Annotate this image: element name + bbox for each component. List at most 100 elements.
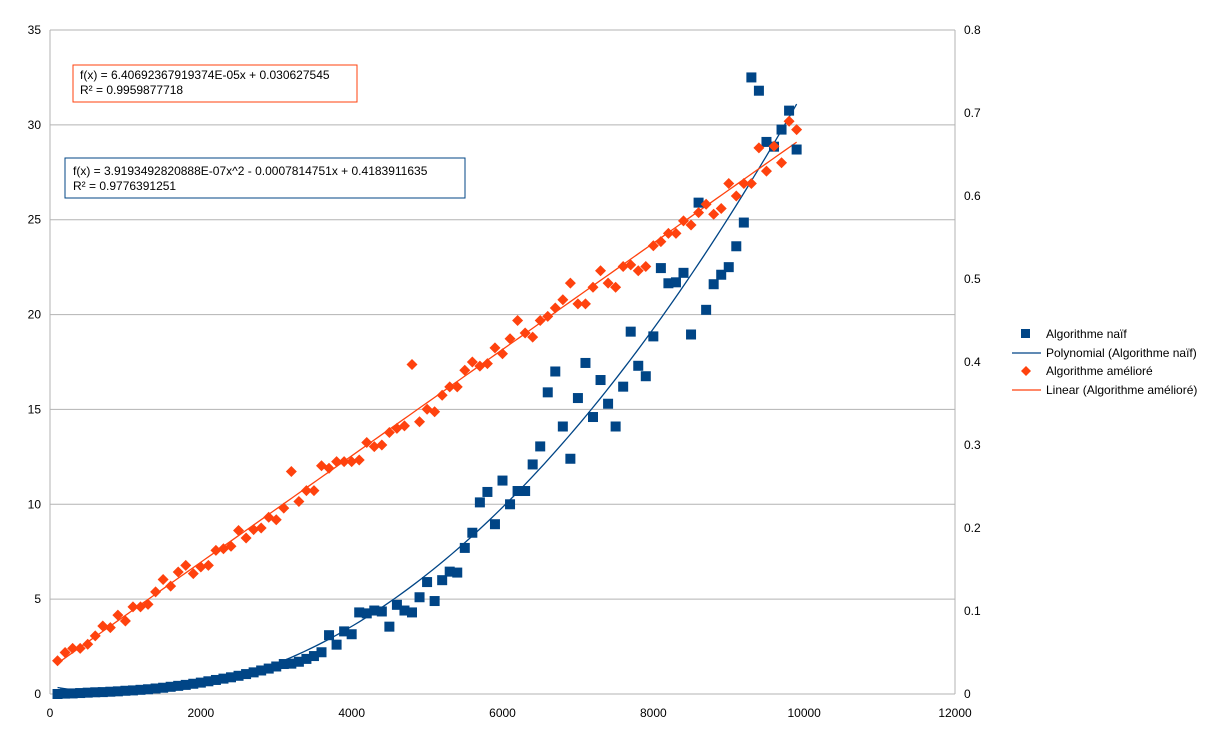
naive-data-point: [459, 542, 470, 553]
naive-data-point: [165, 681, 176, 692]
naive-data-point: [286, 658, 297, 669]
improved-data-point: [693, 207, 705, 219]
naive-data-point: [399, 605, 410, 616]
improved-data-point: [59, 647, 71, 658]
naive-data-point: [505, 499, 516, 510]
improved-data-point: [497, 348, 508, 360]
legend-naive-square-icon: [1021, 329, 1030, 338]
improved-data-point: [278, 502, 290, 514]
improved-data-point: [640, 261, 652, 273]
improved-data-point: [233, 524, 245, 536]
naive-data-point: [150, 683, 161, 694]
naive-data-point: [256, 665, 267, 676]
improved-data-point: [738, 178, 750, 190]
naive-data-point: [173, 680, 184, 691]
improved-data-point: [519, 327, 531, 339]
improved-data-point: [723, 178, 735, 190]
polynomial-equation-text: f(x) = 3.9193492820888E-07x^2 - 0.000781…: [73, 164, 428, 178]
naive-data-point: [678, 267, 689, 278]
improved-data-point: [451, 381, 463, 393]
naive-data-point: [354, 607, 365, 618]
improved-data-point: [97, 620, 109, 632]
y-tick-label: 15: [28, 402, 42, 416]
naive-data-point: [550, 366, 561, 377]
improved-data-point: [180, 559, 192, 571]
improved-data-point: [89, 630, 101, 642]
y-tick-label: 0: [34, 687, 41, 701]
naive-data-point: [535, 441, 546, 452]
naive-data-point: [633, 360, 644, 371]
naive-data-point: [429, 596, 440, 607]
naive-data-point: [324, 630, 335, 641]
improved-data-point: [225, 540, 237, 552]
improved-data-point: [715, 202, 727, 214]
naive-data-point: [716, 269, 727, 280]
improved-data-point: [662, 227, 674, 239]
improved-data-point: [436, 389, 448, 401]
naive-data-point: [248, 667, 259, 678]
naive-data-point: [693, 197, 704, 208]
y-tick-label: 30: [28, 118, 42, 132]
naive-data-point: [127, 685, 138, 696]
naive-data-point: [105, 686, 116, 697]
improved-data-point: [429, 406, 441, 418]
legend-item-improved: Algorithme amélioré: [1021, 364, 1153, 378]
naive-data-point: [625, 326, 636, 337]
naive-data-point: [686, 329, 697, 340]
naive-data-point: [670, 277, 681, 288]
gridlines: [50, 29, 955, 695]
naive-data-point: [210, 674, 221, 685]
improved-data-point: [647, 240, 659, 252]
improved-data-point: [323, 462, 335, 474]
improved-data-point: [195, 561, 207, 573]
naive-data-point: [188, 678, 199, 689]
y-tick-label: 5: [34, 592, 41, 606]
improved-data-point: [745, 178, 757, 190]
improved-data-point: [165, 580, 177, 592]
naive-data-point: [603, 398, 614, 409]
improved-data-point: [678, 215, 689, 227]
x-tick-label: 12000: [938, 706, 972, 720]
improved-data-point: [308, 485, 320, 497]
naive-data-point: [640, 371, 651, 382]
improved-data-point: [406, 358, 418, 370]
improved-data-point: [210, 544, 222, 556]
improved-data-point: [783, 115, 795, 127]
linear-r2-text: R² = 0.9959877718: [80, 83, 183, 97]
improved-data-point: [632, 265, 644, 277]
naive-data-point: [233, 670, 244, 681]
naive-data-point: [422, 577, 433, 588]
improved-data-point: [142, 598, 154, 610]
naive-data-point: [369, 605, 380, 616]
naive-data-point: [610, 421, 621, 432]
improved-data-point: [331, 456, 343, 468]
naive-data-point: [376, 606, 387, 617]
naive-data-point: [497, 475, 508, 486]
naive-data-point: [444, 566, 455, 577]
naive-data-point: [452, 567, 463, 578]
improved-data-point: [187, 568, 199, 580]
improved-data-point: [557, 294, 569, 306]
y2-tick-label: 0: [964, 687, 971, 701]
y2-tick-label: 0.2: [964, 521, 981, 535]
improved-data-point: [150, 586, 162, 598]
polynomial-equation-box: f(x) = 3.9193492820888E-07x^2 - 0.000781…: [64, 157, 466, 199]
naive-data-point: [520, 486, 531, 497]
naive-data-point: [723, 262, 734, 273]
naive-data-point: [135, 684, 146, 695]
improved-data-point: [760, 165, 772, 177]
improved-data-point: [338, 456, 350, 468]
improved-data-point: [52, 655, 64, 667]
improved-data-point: [240, 532, 252, 544]
linear-trendline: [57, 141, 798, 664]
improved-data-point: [617, 261, 629, 273]
legend-improved-diamond-icon: [1021, 366, 1031, 376]
naive-data-point: [753, 85, 764, 96]
naive-data-point: [746, 72, 757, 83]
improved-data-point: [595, 265, 607, 277]
naive-data-point: [391, 599, 402, 610]
naive-data-point: [738, 217, 749, 228]
naive-data-point: [82, 687, 93, 698]
improved-data-point: [625, 259, 637, 271]
improved-data-point: [300, 485, 312, 497]
